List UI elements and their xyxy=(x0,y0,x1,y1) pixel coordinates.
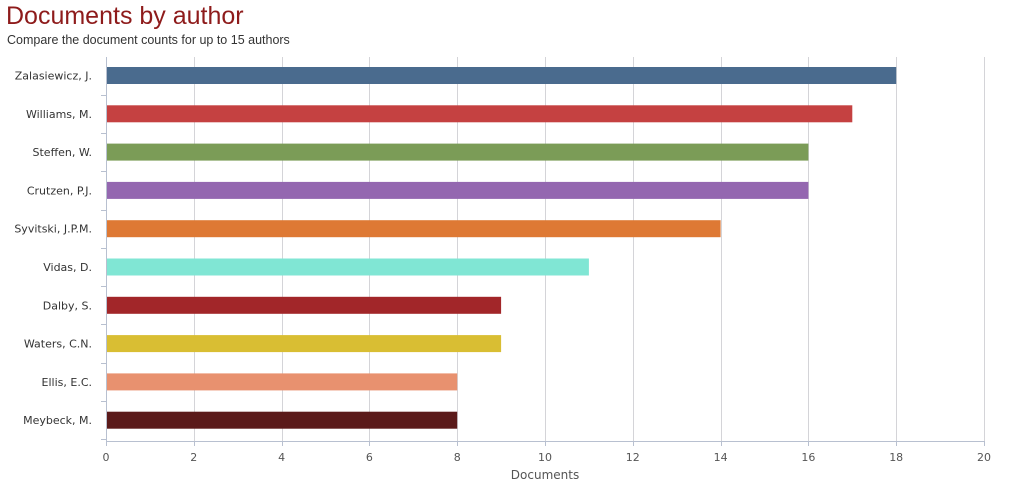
x-tick-label: 14 xyxy=(714,451,728,464)
bar[interactable] xyxy=(107,373,458,391)
bar[interactable] xyxy=(107,181,809,199)
y-tick-label: Crutzen, P.J. xyxy=(27,184,92,197)
x-tick-label: 6 xyxy=(366,451,373,464)
axes: 0 2 4 6 8 10 12 14 16 18 20 Zalasiewicz, J. Williams… xyxy=(14,57,991,464)
bar[interactable] xyxy=(107,296,502,314)
y-tick-label: Steffen, W. xyxy=(33,146,93,159)
x-tick-label: 20 xyxy=(977,451,991,464)
y-tick-label: Meybeck, M. xyxy=(23,414,92,427)
bar[interactable] xyxy=(107,220,721,238)
page-title: Documents by author xyxy=(6,2,244,30)
bar[interactable] xyxy=(107,105,853,123)
x-tick-label: 0 xyxy=(103,451,110,464)
bar[interactable] xyxy=(107,143,809,161)
bar[interactable] xyxy=(107,258,589,276)
y-tick-label: Syvitski, J.P.M. xyxy=(14,223,92,236)
y-tick-label: Williams, M. xyxy=(26,108,92,121)
y-tick-label: Waters, C.N. xyxy=(24,338,92,351)
y-tick-label: Zalasiewicz, J. xyxy=(15,70,92,83)
bar[interactable] xyxy=(107,67,897,84)
x-tick-label: 12 xyxy=(626,451,640,464)
y-tick-label: Dalby, S. xyxy=(43,299,92,312)
page-subtitle: Compare the document counts for up to 15… xyxy=(7,33,290,47)
x-tick-label: 8 xyxy=(454,451,461,464)
x-tick-label: 18 xyxy=(889,451,903,464)
x-axis-title: Documents xyxy=(511,468,579,482)
x-tick-label: 2 xyxy=(190,451,197,464)
bar[interactable] xyxy=(107,335,502,353)
x-tick-label: 4 xyxy=(278,451,285,464)
x-tick-label: 16 xyxy=(801,451,815,464)
y-tick-label: Ellis, E.C. xyxy=(42,376,92,389)
bar[interactable] xyxy=(107,411,458,429)
y-tick-label: Vidas, D. xyxy=(43,261,92,274)
bars xyxy=(107,67,897,429)
x-tick-label: 10 xyxy=(538,451,552,464)
